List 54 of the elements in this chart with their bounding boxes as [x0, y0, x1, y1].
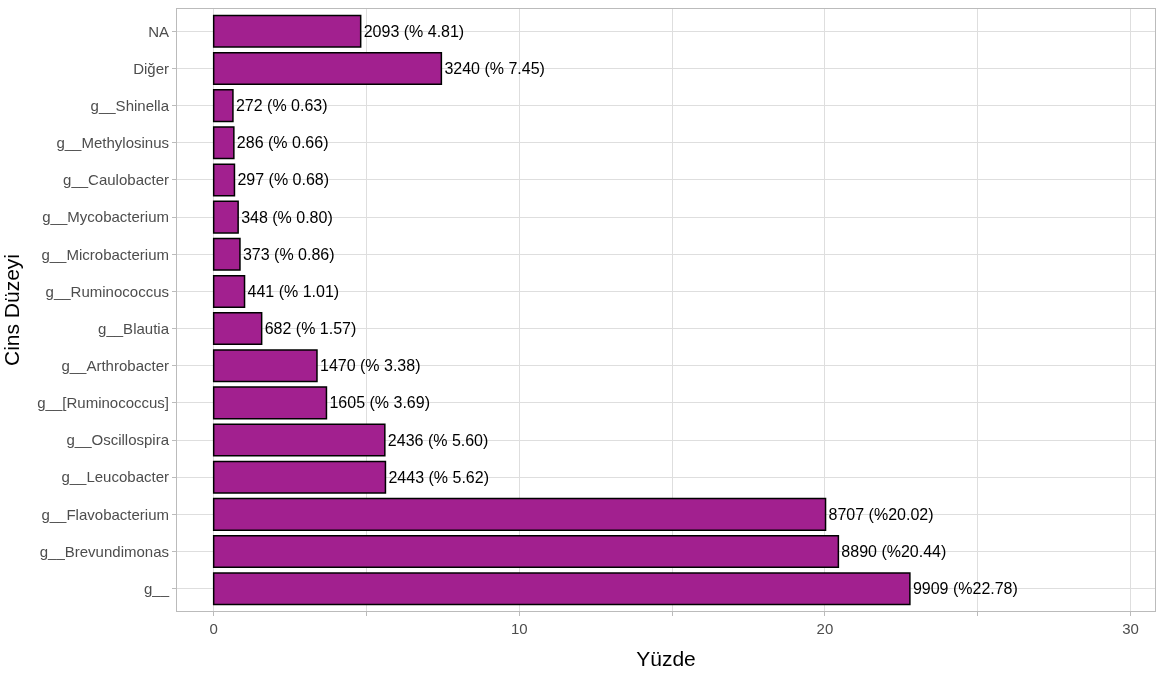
- bar: [212, 89, 234, 123]
- data-label: 1605 (% 3.69): [329, 394, 430, 412]
- data-label: 8707 (%20.02): [828, 505, 934, 523]
- bar: [212, 163, 236, 197]
- bar: [212, 14, 362, 48]
- data-label: 8890 (%20.44): [841, 543, 947, 561]
- data-label: 297 (% 0.68): [237, 171, 330, 189]
- x-tick-label: 20: [816, 620, 834, 637]
- y-tick-label: NA: [148, 22, 169, 40]
- data-label: 441 (% 1.01): [247, 282, 340, 300]
- bar: [212, 386, 328, 420]
- bar: [212, 497, 827, 531]
- y-tick-label: g__Flavobacterium: [41, 505, 169, 523]
- data-label: 1470 (% 3.38): [319, 357, 421, 375]
- bar: [212, 237, 241, 271]
- data-label: 272 (% 0.63): [235, 97, 328, 115]
- bar: [212, 423, 386, 457]
- y-tick-label: Diğer: [133, 59, 169, 77]
- bar: [212, 126, 235, 160]
- y-tick-label: g__Ruminococcus: [45, 282, 169, 300]
- y-tick-label: g__Microbacterium: [41, 245, 169, 263]
- data-label: 286 (% 0.66): [236, 134, 329, 152]
- y-tick-label: g__: [143, 579, 170, 597]
- data-label: 2436 (% 5.60): [387, 431, 489, 449]
- x-tick-label: 0: [209, 620, 218, 637]
- y-tick-label: g__Arthrobacter: [61, 356, 169, 374]
- data-label: 373 (% 0.86): [242, 245, 335, 263]
- bar: [212, 572, 911, 606]
- data-label: 2093 (% 4.81): [363, 22, 465, 40]
- y-tick-label: g__Leucobacter: [61, 468, 169, 486]
- y-tick-label: g__[Ruminococcus]: [37, 394, 169, 412]
- y-tick-label: g__Brevundimonas: [39, 542, 169, 560]
- y-tick-label: g__Methylosinus: [56, 134, 169, 152]
- data-label: 682 (% 1.57): [264, 320, 357, 338]
- bar: [212, 312, 263, 346]
- data-label: 3240 (% 7.45): [444, 59, 545, 77]
- bar: [212, 200, 239, 234]
- x-tick-label: 10: [510, 620, 528, 637]
- data-label: 348 (% 0.80): [241, 208, 333, 226]
- bar: [212, 535, 840, 569]
- bar: [212, 51, 443, 85]
- y-tick-label: g__Oscillospira: [66, 431, 170, 449]
- bar: [212, 349, 318, 383]
- data-label: 9909 (%22.78): [912, 580, 1018, 598]
- y-tick-label: g__Blautia: [98, 319, 170, 337]
- bar: [212, 274, 246, 308]
- x-axis-title: Yüzde: [636, 647, 696, 671]
- data-label: 2443 (% 5.62): [388, 468, 489, 486]
- y-tick-label: g__Caulobacter: [63, 171, 169, 189]
- y-axis-title: Cins Düzeyi: [0, 253, 23, 367]
- bar: [212, 460, 387, 494]
- y-tick-label: g__Shinella: [90, 96, 170, 114]
- x-tick-label: 30: [1122, 620, 1139, 637]
- y-tick-label: g__Mycobacterium: [42, 208, 169, 226]
